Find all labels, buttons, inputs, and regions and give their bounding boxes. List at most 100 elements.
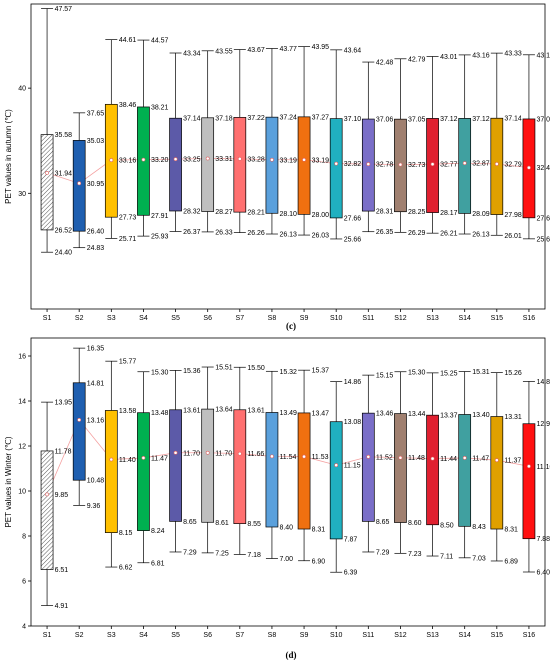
x-tick-label: S12 [394, 632, 407, 639]
mean-value-label: 33.25 [183, 157, 201, 164]
min-value-label: 6.81 [151, 560, 165, 567]
mean-value-label: 11.47 [151, 455, 168, 462]
x-tick-label: S1 [43, 315, 52, 322]
mean-marker [270, 454, 274, 459]
y-axis-label: PET values in autumn (℃) [4, 109, 13, 204]
box-S6 [201, 117, 215, 212]
mean-value-label: 11.66 [247, 451, 264, 458]
q1-value-label: 28.27 [215, 209, 233, 216]
max-value-label: 15.37 [312, 368, 330, 375]
max-value-label: 43.67 [247, 47, 265, 54]
box-S9 [297, 412, 311, 530]
box-S14 [458, 118, 472, 214]
mean-value-label: 11.70 [183, 450, 200, 457]
mean-value-label: 32.78 [376, 162, 394, 169]
mean-marker [109, 158, 114, 162]
q3-value-label: 35.03 [87, 138, 105, 145]
mean-marker [494, 162, 499, 166]
box-S5 [169, 409, 182, 522]
q1-value-label: 28.25 [408, 209, 426, 216]
mean-value-label: 11.70 [215, 450, 232, 457]
plot-frame [30, 3, 546, 310]
x-tick-label: S13 [426, 315, 439, 322]
max-value-label: 42.79 [408, 56, 426, 63]
box-S13 [426, 414, 439, 526]
panel-label: (d) [286, 650, 297, 660]
x-tick-label: S7 [236, 632, 245, 639]
q1-value-label: 8.24 [151, 528, 165, 535]
min-value-label: 26.37 [183, 229, 201, 236]
q1-value-label: 27.73 [119, 215, 137, 222]
mean-marker [334, 161, 339, 166]
x-tick-label: S16 [523, 632, 536, 639]
mean-value-label: 11.52 [376, 454, 393, 461]
q1-value-label: 28.31 [376, 209, 394, 216]
q3-value-label: 37.14 [504, 116, 522, 123]
min-value-label: 7.29 [376, 549, 390, 556]
box-S3 [104, 410, 118, 533]
min-value-label: 25.67 [536, 236, 550, 243]
max-value-label: 47.57 [55, 6, 73, 13]
mean-value-label: 11.37 [504, 458, 521, 465]
x-tick-label: S11 [362, 632, 374, 639]
x-tick-label: S6 [203, 315, 212, 322]
q3-value-label: 12.99 [536, 421, 550, 428]
box-S15 [490, 117, 504, 215]
x-tick-label: S10 [330, 632, 343, 639]
mean-value-label: 32.87 [472, 161, 490, 168]
box-S4 [137, 412, 150, 531]
mean-marker [77, 417, 82, 422]
max-value-label: 15.30 [408, 369, 426, 376]
mean-marker [527, 464, 531, 469]
max-value-label: 15.30 [151, 369, 169, 376]
box-S1 [40, 450, 54, 570]
x-tick-label: S9 [300, 632, 309, 639]
panel-c-chart: 30 40 PET values in autumn (℃) 47.57 35.58 31… [4, 3, 550, 331]
x-tick-label: S12 [394, 315, 407, 322]
box-S14 [458, 414, 472, 527]
x-tick-label: S4 [139, 632, 148, 639]
x-tick-label: S8 [268, 632, 277, 639]
q3-value-label: 13.47 [312, 410, 330, 417]
y-tick-label: 8 [22, 534, 26, 541]
x-tick-label: S2 [75, 632, 84, 639]
box-S2 [72, 382, 86, 481]
mean-value-label: 32.44 [536, 165, 550, 172]
mean-line [46, 158, 529, 184]
mean-marker [205, 450, 210, 455]
max-value-label: 15.51 [215, 365, 233, 372]
mean-line [46, 419, 530, 495]
box-S15 [490, 416, 504, 530]
y-tick-label: 14 [18, 399, 26, 406]
x-tick-label: S3 [107, 315, 116, 322]
q1-value-label: 28.32 [183, 208, 201, 215]
q3-value-label: 37.27 [312, 114, 330, 121]
mean-marker [270, 157, 274, 162]
min-value-label: 26.13 [279, 232, 297, 239]
q3-value-label: 38.21 [151, 104, 169, 111]
x-tick-label: S9 [300, 315, 309, 322]
q1-value-label: 7.87 [344, 536, 358, 543]
mean-value-label: 32.79 [504, 161, 522, 168]
min-value-label: 7.11 [440, 554, 453, 561]
mean-value-label: 33.19 [279, 157, 297, 164]
q1-value-label: 28.10 [279, 211, 297, 218]
q1-value-label: 8.31 [504, 527, 518, 534]
q1-value-label: 27.91 [151, 213, 169, 220]
q1-value-label: 8.65 [376, 519, 390, 526]
x-tick-label: S13 [426, 632, 439, 639]
max-value-label: 44.61 [119, 37, 137, 44]
q3-value-label: 13.64 [215, 407, 233, 414]
max-value-label: 15.36 [183, 368, 201, 375]
q3-value-label: 13.40 [472, 412, 490, 419]
q1-value-label: 8.61 [215, 520, 229, 527]
min-value-label: 26.33 [215, 229, 233, 236]
mean-marker [77, 181, 82, 186]
x-tick-label: S16 [523, 315, 536, 322]
y-tick-label: 10 [18, 489, 26, 496]
mean-marker [109, 457, 114, 462]
y-tick-label: 40 [18, 86, 26, 93]
q3-value-label: 37.12 [440, 116, 458, 123]
x-tick-label: S10 [330, 315, 343, 322]
max-value-label: 15.15 [376, 373, 394, 380]
